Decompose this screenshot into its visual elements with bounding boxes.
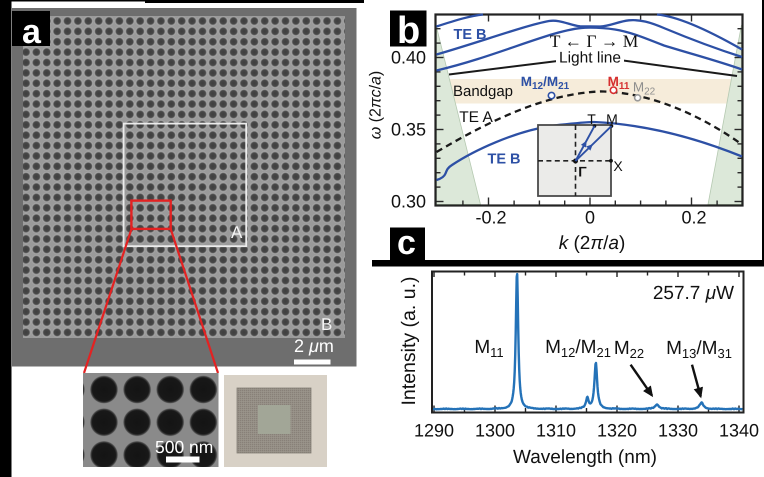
svg-text:A: A (231, 223, 243, 242)
svg-text:M: M (606, 111, 618, 127)
svg-text:0.35: 0.35 (391, 120, 426, 140)
svg-text:Light line: Light line (559, 50, 621, 67)
svg-text:TE A: TE A (459, 109, 493, 126)
svg-text:T: T (587, 111, 596, 127)
svg-text:TE B: TE B (453, 27, 486, 43)
svg-text:Intensity (a. u.): Intensity (a. u.) (398, 277, 420, 406)
svg-text:0.40: 0.40 (391, 48, 426, 68)
svg-text:2 μm: 2 μm (294, 336, 334, 356)
svg-text:TE B: TE B (487, 152, 520, 168)
svg-text:0: 0 (585, 208, 595, 228)
svg-text:ω (2πc/a): ω (2πc/a) (368, 71, 385, 140)
svg-text:X: X (613, 158, 623, 174)
svg-text:257.7 μW: 257.7 μW (653, 283, 734, 304)
svg-text:Bandgap: Bandgap (453, 83, 513, 100)
svg-text:1300: 1300 (475, 421, 515, 441)
svg-text:k (2π/a): k (2π/a) (559, 233, 626, 254)
svg-text:Γ: Γ (578, 164, 587, 180)
svg-text:500 nm: 500 nm (155, 437, 213, 457)
svg-text:1330: 1330 (658, 421, 698, 441)
svg-text:1310: 1310 (536, 421, 576, 441)
svg-text:-0.2: -0.2 (475, 208, 506, 228)
svg-text:B: B (321, 315, 332, 334)
svg-text:0.2: 0.2 (681, 208, 706, 228)
svg-text:1290: 1290 (414, 421, 454, 441)
svg-text:T ← Γ → M: T ← Γ → M (550, 31, 639, 51)
svg-text:c: c (397, 224, 416, 262)
svg-text:0.30: 0.30 (391, 192, 426, 212)
svg-text:Wavelength (nm): Wavelength (nm) (513, 447, 657, 468)
svg-text:a: a (22, 13, 42, 51)
svg-text:b: b (397, 10, 420, 52)
svg-text:1320: 1320 (597, 421, 637, 441)
svg-text:1340: 1340 (719, 421, 759, 441)
